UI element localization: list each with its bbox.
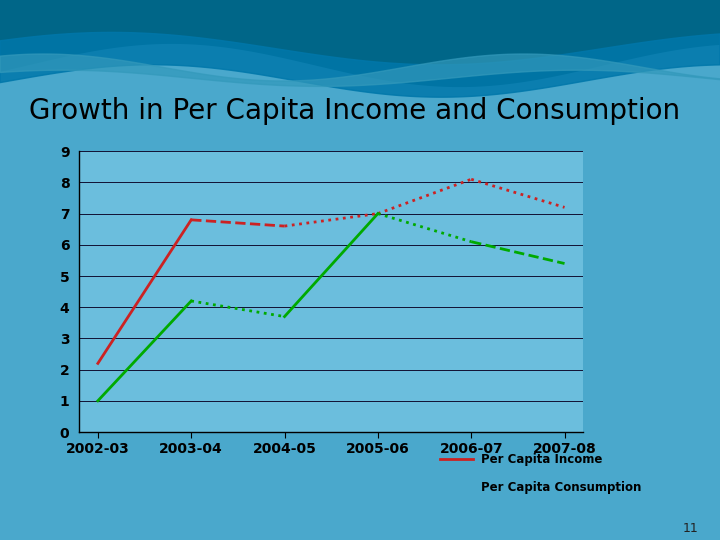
Text: Per Capita Income: Per Capita Income: [481, 453, 603, 466]
Text: 11: 11: [683, 522, 698, 535]
Text: Growth in Per Capita Income and Consumption: Growth in Per Capita Income and Consumpt…: [29, 97, 680, 125]
Text: Per Capita Consumption: Per Capita Consumption: [481, 481, 642, 494]
